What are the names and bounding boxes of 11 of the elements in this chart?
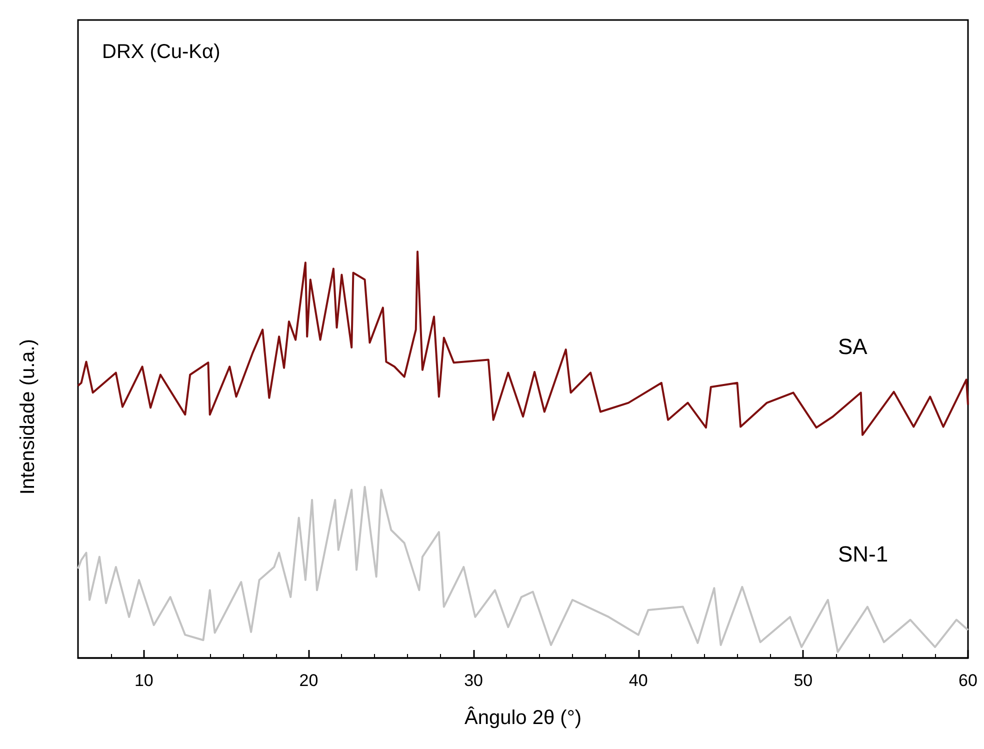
x-tick-label: 30 xyxy=(464,671,484,690)
x-tick-label: 40 xyxy=(628,671,648,690)
x-tick-label: 10 xyxy=(134,671,154,690)
x-axis-title: Ângulo 2θ (°) xyxy=(464,706,582,729)
x-tick-label: 50 xyxy=(794,671,813,690)
text: DRX (Cu-Kα) xyxy=(102,41,220,63)
series-label: SN-1 xyxy=(838,541,888,566)
x-tick-label: 20 xyxy=(299,671,318,690)
x-tick-label: 60 xyxy=(958,671,978,690)
series-label: SA xyxy=(838,334,868,360)
y-axis-title: Intensidade (u.a.) xyxy=(17,339,39,495)
